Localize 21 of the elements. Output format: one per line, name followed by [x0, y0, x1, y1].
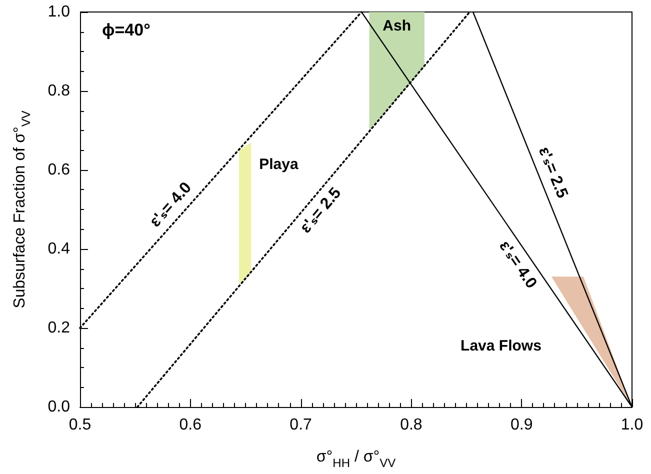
- x-tick-label: 0.7: [290, 416, 312, 434]
- y-tick-label: 0.6: [48, 162, 70, 178]
- x-tick-label: 0.9: [510, 416, 533, 434]
- x-tick-label: 0.8: [400, 416, 422, 434]
- y-tick-label: 0.2: [48, 320, 70, 336]
- y-tick-label: 1.0: [48, 4, 70, 20]
- series-label: Ash: [382, 18, 412, 34]
- series-label: Lava Flows: [460, 337, 542, 354]
- y-tick-label: 0.0: [48, 398, 70, 416]
- text: ε'ₛ= 2.5: [534, 144, 571, 201]
- y-axis-title: Subsurface Fraction of σ°VV: [12, 110, 33, 308]
- x-tick-label: 1.0: [620, 416, 644, 434]
- annotation: ϕ=40°: [102, 20, 151, 40]
- text: ε'ₛ= 2.5: [297, 184, 345, 237]
- x-tick-label: 0.6: [179, 416, 202, 434]
- x-tick-label: 0.5: [68, 416, 92, 434]
- text: ε'ₛ= 4.0: [146, 179, 196, 231]
- y-tick-label: 0.4: [48, 240, 70, 258]
- text: ε'ₛ= 4.0: [496, 238, 540, 292]
- y-tick-label: 0.8: [48, 82, 70, 100]
- series-label: Playa: [259, 156, 299, 173]
